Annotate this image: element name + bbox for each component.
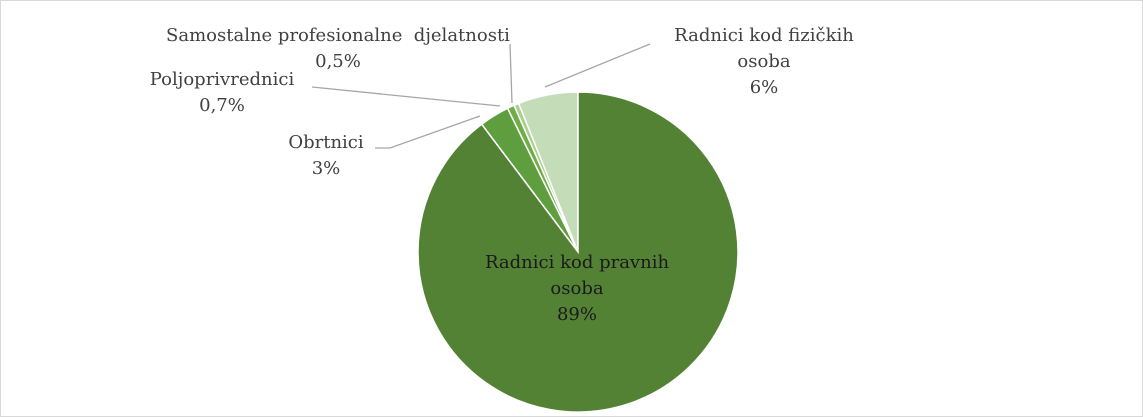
leader-lines [311, 43, 651, 149]
slice-label: Poljoprivrednici 0,7% [122, 67, 322, 119]
leader-line [375, 115, 481, 149]
category-label: Samostalne profesionalne djelatnosti [166, 25, 510, 46]
leader-line [311, 86, 501, 107]
slice-label: Obrtnici 3% [266, 130, 386, 182]
value-label: 0,5% [315, 51, 361, 72]
value-label: 89% [556, 304, 597, 325]
leader-line [509, 43, 513, 104]
category-label: Radnici kod pravnih osoba [484, 252, 675, 299]
category-label: Radnici kod fizičkih osoba [674, 25, 860, 72]
pie-slice [417, 91, 739, 413]
value-label: 6% [749, 77, 779, 98]
value-label: 0,7% [199, 95, 245, 116]
value-label: 3% [311, 158, 341, 179]
slice-label: Samostalne profesionalne djelatnosti 0,5% [128, 23, 548, 75]
category-label: Obrtnici [288, 132, 364, 153]
leader-line [544, 43, 651, 88]
category-label: Poljoprivrednici [149, 69, 295, 90]
slice-label: Radnici kod pravnih osoba 89% [477, 250, 677, 328]
slice-label: Radnici kod fizičkih osoba 6% [664, 23, 864, 101]
